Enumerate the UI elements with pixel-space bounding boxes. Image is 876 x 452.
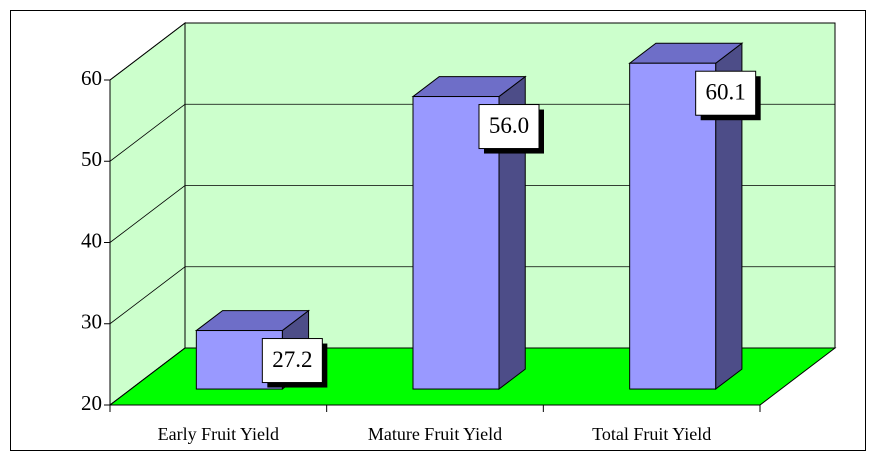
- x-tick-label: Total Fruit Yield: [592, 424, 711, 444]
- value-label-box: [478, 104, 540, 150]
- grid-line: [109, 266, 835, 325]
- chart-border: [10, 10, 866, 451]
- y-tick-label: 30: [81, 310, 102, 334]
- value-label: 60.1: [706, 80, 746, 105]
- x-tick-label: Early Fruit Yield: [158, 424, 279, 444]
- y-tick-label: 20: [81, 391, 102, 415]
- grid-line: [109, 347, 835, 406]
- grid-line: [109, 22, 835, 81]
- value-label-box: [695, 70, 757, 116]
- y-tick-label: 40: [81, 228, 102, 252]
- y-tick-label: 50: [81, 147, 102, 171]
- value-label-box: [261, 338, 323, 384]
- value-label: 56.0: [489, 113, 529, 138]
- y-tick-label: 60: [81, 66, 102, 90]
- value-label: 27.2: [272, 347, 312, 372]
- bar: [412, 96, 500, 390]
- x-tick-label: Mature Fruit Yield: [368, 424, 502, 444]
- grid-line: [109, 103, 835, 162]
- grid-line: [109, 185, 835, 243]
